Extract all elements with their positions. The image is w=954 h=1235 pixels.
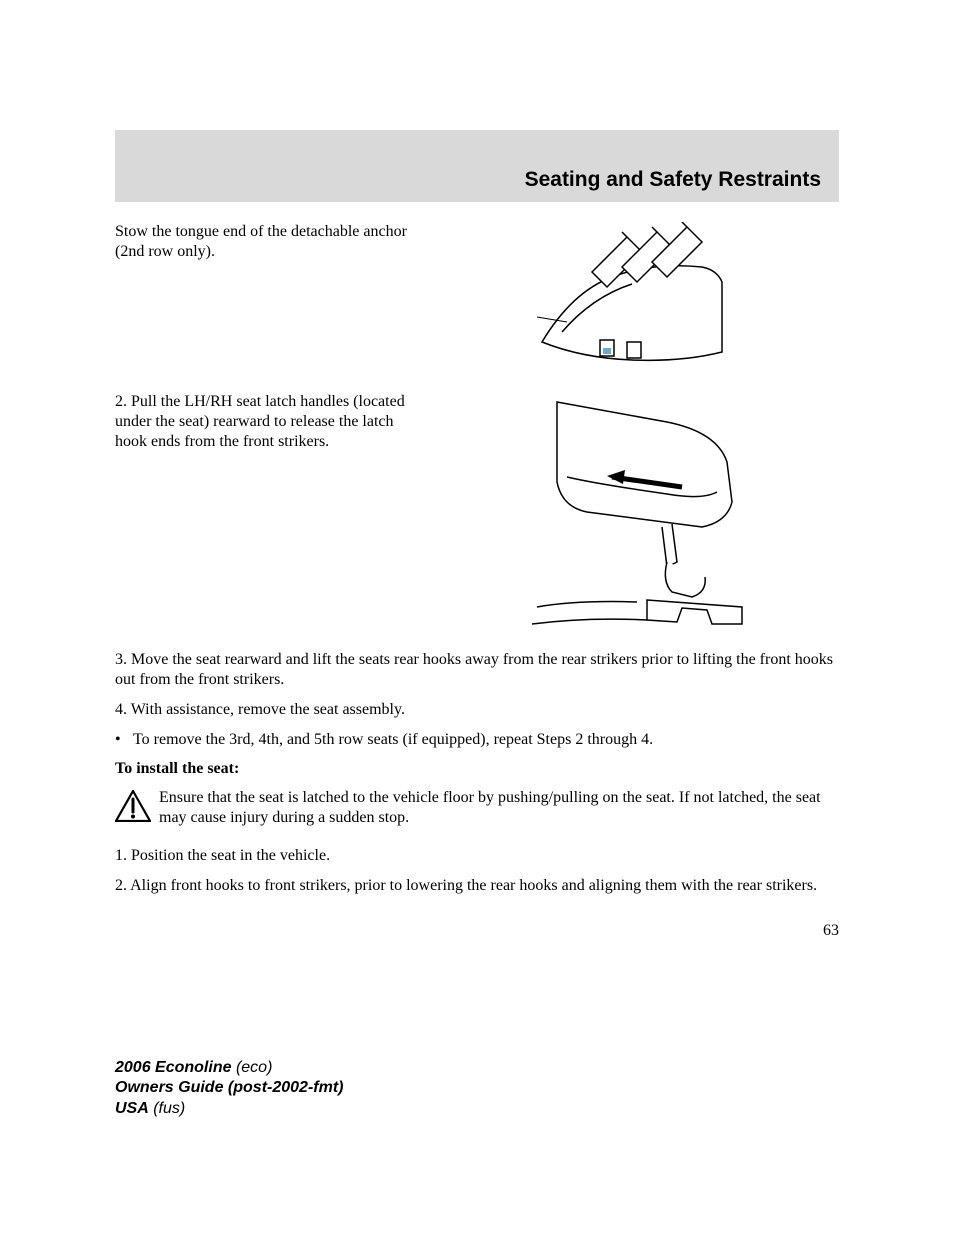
row-stow-anchor: Stow the tongue end of the detachable an… xyxy=(115,222,839,382)
footer-guide: Owners Guide (post-2002-fmt) xyxy=(115,1079,343,1096)
footer-region-code: (fus) xyxy=(149,1100,185,1117)
row-latch-handles: 2. Pull the LH/RH seat latch handles (lo… xyxy=(115,392,839,632)
footer-line-2: Owners Guide (post-2002-fmt) xyxy=(115,1078,343,1099)
section-title: Seating and Safety Restraints xyxy=(525,168,821,192)
footer-vehicle-code: (eco) xyxy=(232,1059,273,1076)
step2-text: 2. Pull the LH/RH seat latch handles (lo… xyxy=(115,392,415,452)
install-step2: 2. Align front hooks to front strikers, … xyxy=(115,876,839,896)
bullet-text: To remove the 3rd, 4th, and 5th row seat… xyxy=(133,730,839,750)
warning-text: Ensure that the seat is latched to the v… xyxy=(159,789,821,826)
page-number: 63 xyxy=(115,922,839,940)
footer-line-1: 2006 Econoline (eco) xyxy=(115,1058,343,1079)
seat-latch-illustration xyxy=(517,392,747,632)
footer-region: USA xyxy=(115,1100,149,1117)
section-header-band: Seating and Safety Restraints xyxy=(115,130,839,202)
step4-text: 4. With assistance, remove the seat asse… xyxy=(115,700,839,720)
install-heading: To install the seat: xyxy=(115,760,839,778)
footer-line-3: USA (fus) xyxy=(115,1099,343,1120)
bullet-remove-rows: • To remove the 3rd, 4th, and 5th row se… xyxy=(115,730,839,750)
bullet-marker: • xyxy=(115,730,133,750)
page-content: Seating and Safety Restraints Stow the t… xyxy=(0,0,954,940)
step3-text: 3. Move the seat rearward and lift the s… xyxy=(115,650,839,690)
stow-anchor-text: Stow the tongue end of the detachable an… xyxy=(115,222,415,262)
warning-icon xyxy=(115,790,151,822)
anchor-stow-illustration xyxy=(532,222,732,382)
warning-block: Ensure that the seat is latched to the v… xyxy=(115,788,839,828)
footer-block: 2006 Econoline (eco) Owners Guide (post-… xyxy=(115,1058,343,1120)
footer-vehicle: 2006 Econoline xyxy=(115,1059,232,1076)
install-step1: 1. Position the seat in the vehicle. xyxy=(115,846,839,866)
